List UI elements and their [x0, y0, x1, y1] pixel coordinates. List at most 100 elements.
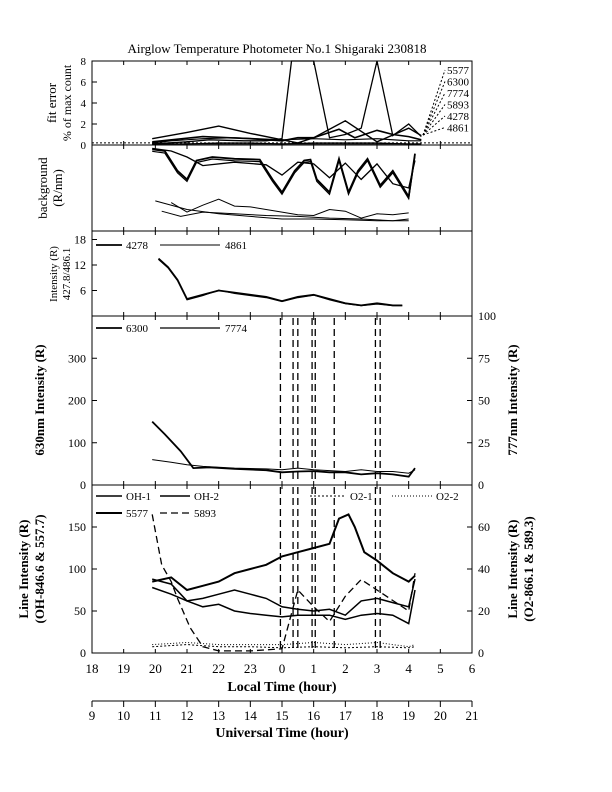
line-legend-O2-2: O2-2	[436, 491, 459, 503]
line-right-tick-label: 20	[478, 604, 490, 618]
fit-legend-7774: 7774	[447, 88, 470, 100]
ut-tick-label: 13	[212, 708, 225, 723]
line-ylabel-right-1: Line Intensity (R)	[505, 520, 520, 619]
red-right-tick-label: 75	[478, 351, 490, 365]
ut-tick-label: 20	[434, 708, 447, 723]
local-tick-label: 20	[149, 661, 162, 676]
red-y-tick-label: 0	[80, 478, 86, 492]
fit-legend-4278: 4278	[447, 111, 470, 123]
line-right-tick-label: 40	[478, 562, 490, 576]
nm-y-tick-label: 12	[74, 258, 86, 272]
red-series-7774	[152, 459, 416, 474]
bg-series-c	[170, 198, 409, 219]
line-legend-5893: 5893	[194, 508, 217, 520]
red-ylabel-right: 777nm Intensity (R)	[505, 344, 520, 455]
line-legend-O2-1: O2-1	[350, 491, 373, 503]
local-tick-label: 2	[342, 661, 349, 676]
local-tick-label: 21	[181, 661, 194, 676]
ut-tick-label: 16	[307, 708, 321, 723]
chart-title: Airglow Temperature Photometer No.1 Shig…	[128, 41, 427, 56]
local-tick-label: 23	[244, 661, 257, 676]
line-y-tick-label: 100	[68, 562, 86, 576]
bg-series-d	[161, 210, 409, 222]
intensity-427-486-panel	[91, 230, 473, 317]
ut-tick-label: 21	[466, 708, 479, 723]
background-ylabel-2: (R/nm)	[50, 169, 65, 207]
local-tick-label: 3	[374, 661, 381, 676]
fit-legend-5893: 5893	[447, 100, 470, 112]
fit-error-ylabel-2: % of max count	[60, 64, 74, 141]
local-tick-label: 0	[279, 661, 286, 676]
red-ylabel-left: 630nm Intensity (R)	[32, 344, 47, 455]
fit-legend-leader	[422, 92, 446, 136]
fit-legend-leader	[422, 69, 446, 136]
red-y-tick-label: 300	[68, 351, 86, 365]
red-right-tick-label: 50	[478, 394, 490, 408]
fit-y-tick-label: 8	[81, 56, 87, 68]
line-y-tick-label: 0	[80, 646, 86, 660]
ut-tick-label: 12	[181, 708, 194, 723]
fit-error-ylabel-1: fit error	[44, 82, 59, 123]
fit-series-7774	[152, 137, 422, 144]
intensity-ylabel-2: 427.8/486.1	[61, 248, 73, 301]
line-legend-5577: 5577	[126, 508, 149, 520]
red-legend-6300: 6300	[126, 323, 149, 335]
fit-legend-6300: 6300	[447, 77, 470, 89]
fit-series-5577	[152, 60, 422, 145]
ut-xlabel: Universal Time (hour)	[215, 726, 349, 741]
ut-tick-label: 14	[244, 708, 258, 723]
bg-series-b	[152, 147, 416, 189]
line-legend-OH-2: OH-2	[194, 491, 219, 503]
ut-tick-label: 17	[339, 708, 353, 723]
red-series-6300	[151, 420, 416, 478]
fit-series-5893	[152, 119, 422, 144]
intensity-630-777-panel	[91, 315, 473, 486]
fit-y-tick-label: 0	[81, 140, 87, 152]
line-intensity-panel	[91, 484, 473, 654]
nm-y-tick-label: 6	[80, 284, 86, 298]
red-right-tick-label: 0	[478, 478, 484, 492]
fit-legend-4861: 4861	[447, 123, 469, 135]
line-y-tick-label: 150	[68, 520, 86, 534]
fit-y-tick-label: 6	[81, 77, 87, 89]
ut-tick-label: 10	[117, 708, 130, 723]
line-right-tick-label: 60	[478, 520, 490, 534]
ut-tick-label: 19	[402, 708, 415, 723]
local-tick-label: 19	[117, 661, 130, 676]
line-ylabel-right-2: (O2-866.1 & 589.3)	[521, 516, 536, 621]
ut-tick-label: 18	[371, 708, 384, 723]
line-ylabel-left-1: Line Intensity (R)	[16, 520, 31, 619]
bg-series-a-shadow	[152, 150, 416, 201]
ut-tick-label: 15	[276, 708, 289, 723]
local-time-xlabel: Local Time (hour)	[227, 680, 336, 695]
background-ylabel-1: background	[35, 157, 50, 219]
nm-legend-4861: 4861	[225, 240, 247, 252]
local-tick-label: 5	[437, 661, 444, 676]
fit-legend-leader	[422, 81, 446, 136]
local-tick-label: 4	[405, 661, 412, 676]
red-right-tick-label: 25	[478, 436, 490, 450]
bg-series-a	[152, 148, 416, 200]
local-tick-label: 6	[469, 661, 476, 676]
red-y-tick-label: 200	[68, 394, 86, 408]
intensity-ylabel-1: Intensity (R)	[48, 246, 60, 302]
ut-tick-label: 11	[149, 708, 162, 723]
bg-series-e	[155, 200, 409, 222]
ut-tick-label: 9	[89, 708, 96, 723]
nm-legend-4278: 4278	[126, 240, 149, 252]
fit-legend-5577: 5577	[447, 65, 470, 77]
local-tick-label: 18	[86, 661, 99, 676]
local-tick-label: 1	[310, 661, 317, 676]
line-right-tick-label: 0	[478, 646, 484, 660]
line-ylabel-left-2: (OH-846.6 & 557.7)	[32, 514, 47, 623]
nm-y-tick-label: 18	[74, 233, 86, 247]
nm-series-4861	[158, 259, 403, 307]
red-legend-7774: 7774	[225, 323, 248, 335]
line-series-5893	[151, 514, 416, 652]
nm-series-4278	[157, 257, 403, 307]
fit-legend-leader	[422, 115, 446, 136]
local-tick-label: 22	[212, 661, 225, 676]
fit-y-tick-label: 4	[81, 98, 87, 110]
line-y-tick-label: 50	[74, 604, 86, 618]
